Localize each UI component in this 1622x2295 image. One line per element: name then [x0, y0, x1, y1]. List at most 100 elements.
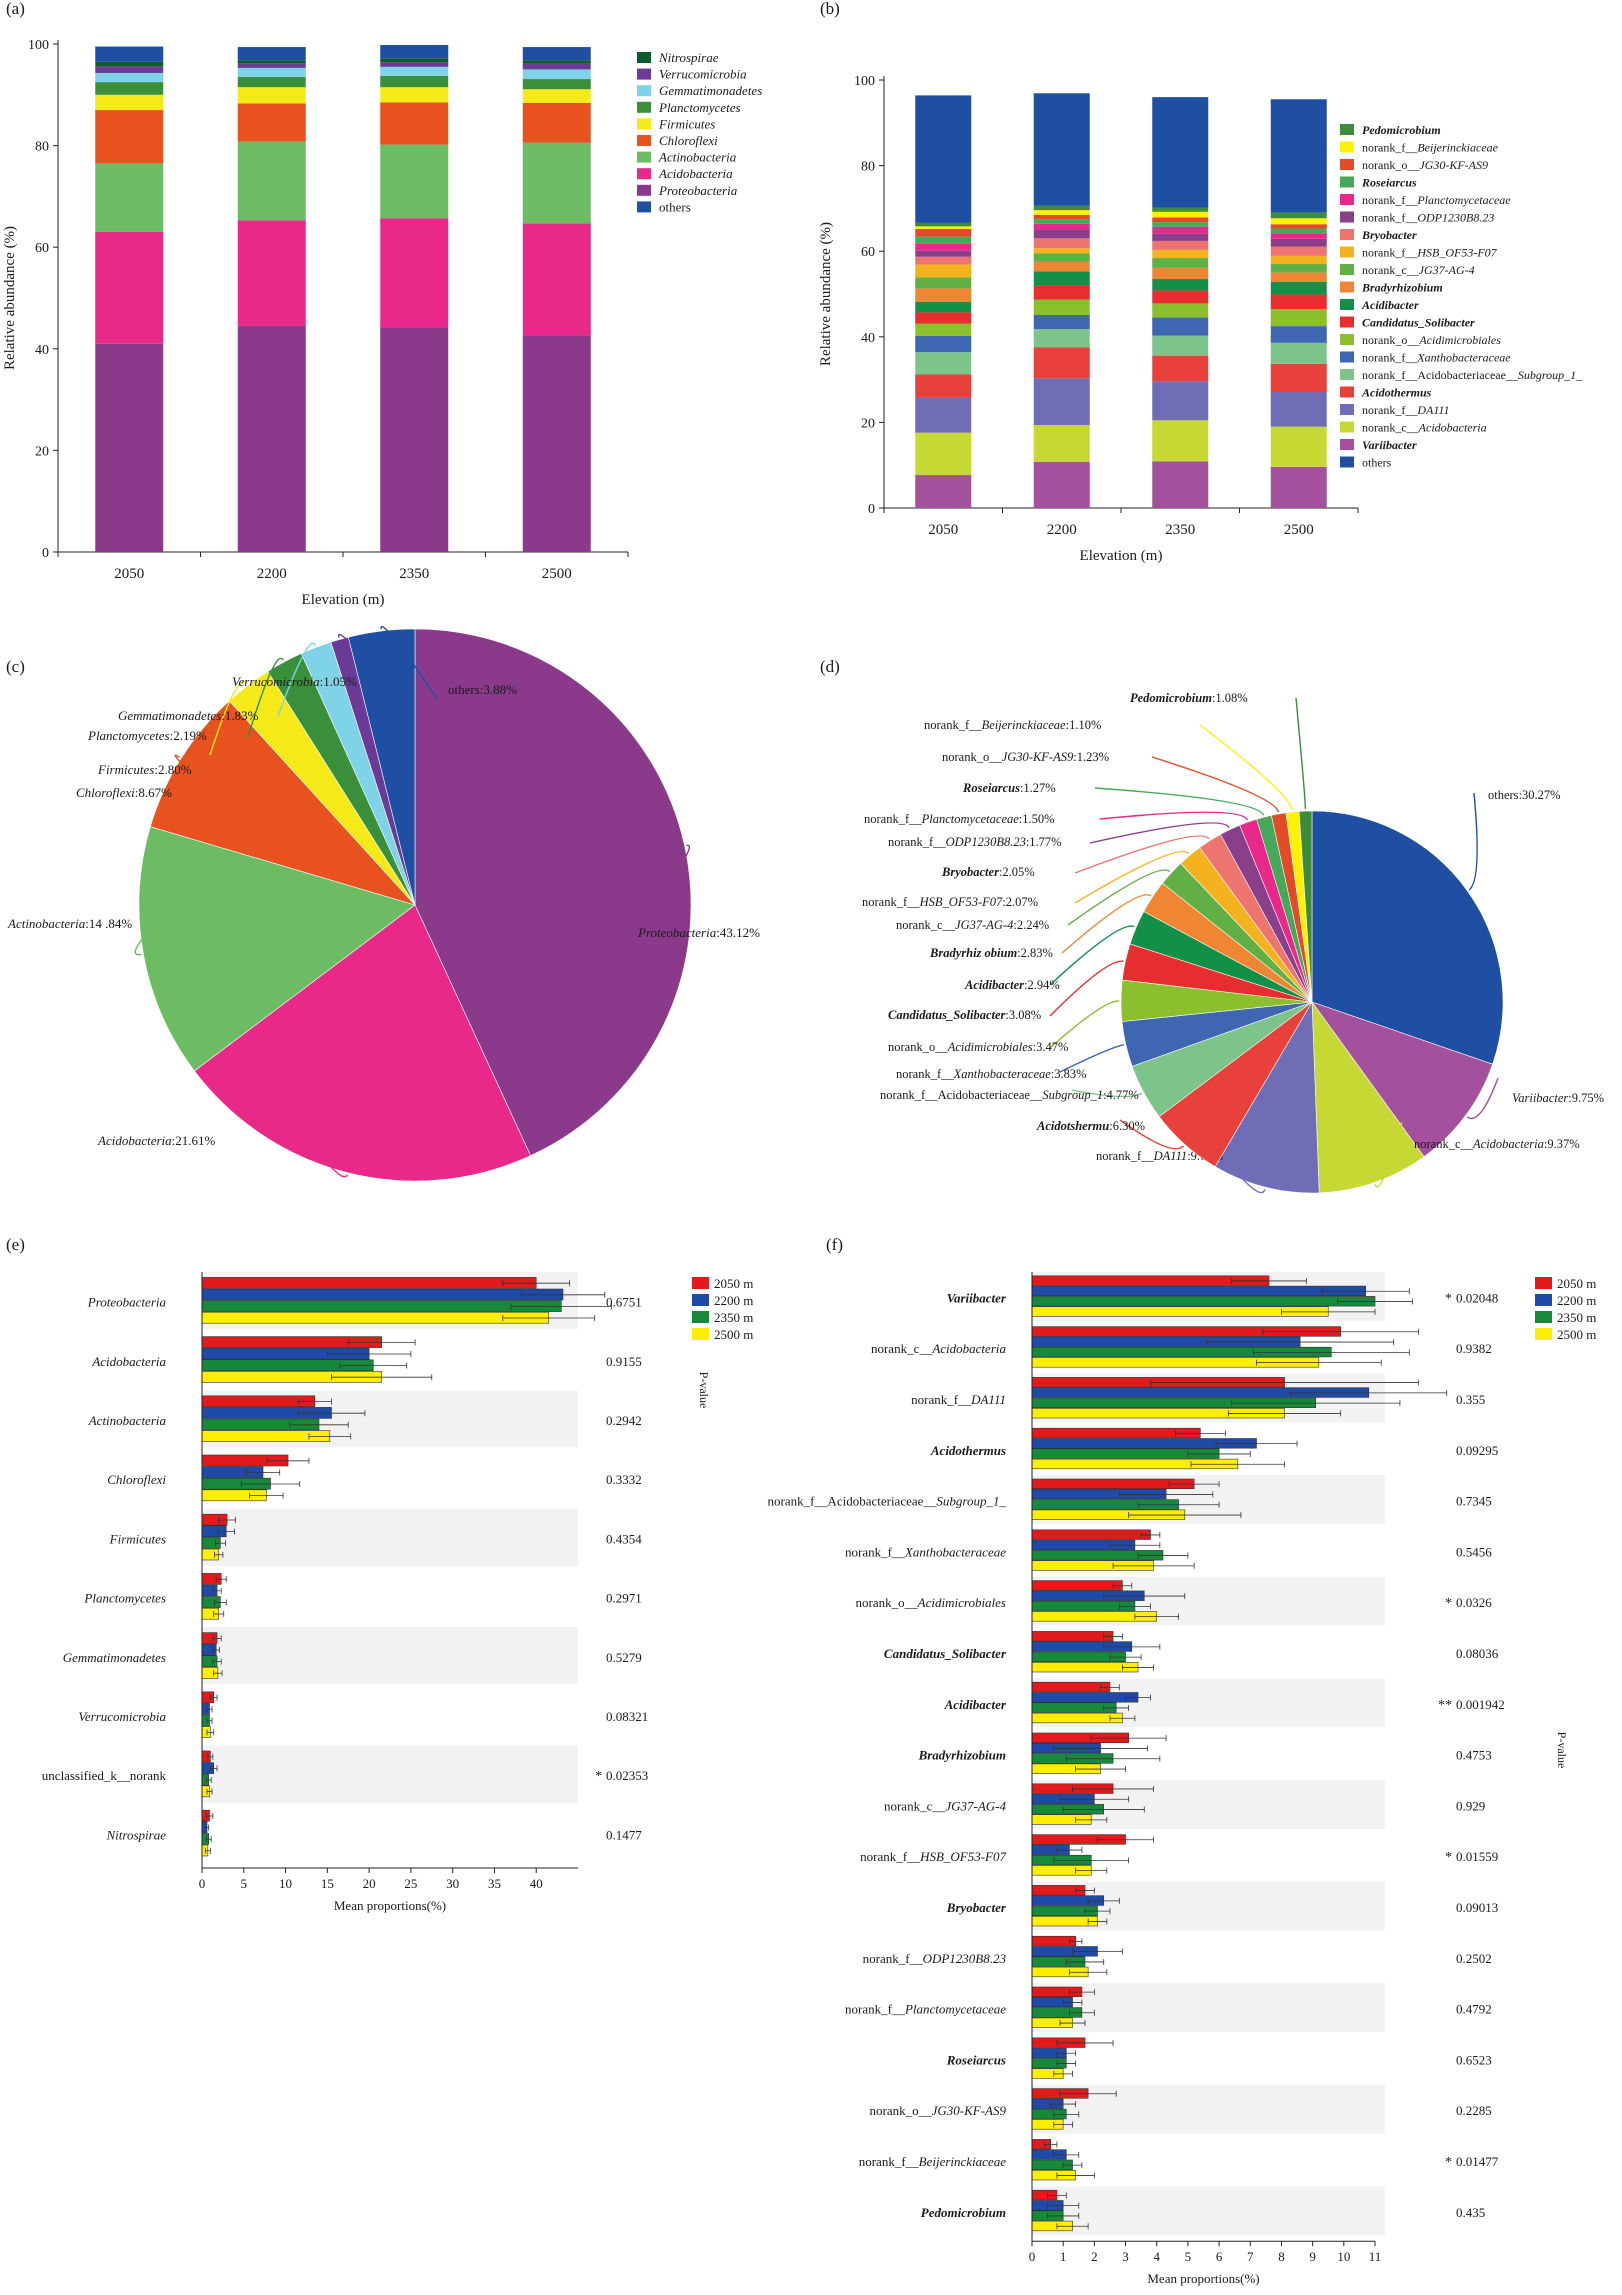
x-tick-label: 1	[1060, 2249, 1067, 2264]
legend-label: Planctomycetes	[658, 100, 741, 115]
x-axis-label: Elevation (m)	[302, 592, 385, 608]
row-label: Actinobacteria	[88, 1413, 167, 1428]
bar-segment	[95, 61, 164, 67]
row-label: unclassified_k__norank	[42, 1768, 167, 1783]
slice-label: Pedomicrobium:1.08%	[1130, 691, 1248, 705]
bar	[1031, 1296, 1376, 1307]
row-label: norank_f__HSB_OF53-F07	[860, 1849, 1006, 1864]
x-tick-label: 10	[1337, 2249, 1350, 2264]
label-prefix: norank_f__Acidobacteriaceae__	[880, 1088, 1043, 1102]
bar-segment	[1270, 294, 1327, 309]
bar-segment	[380, 58, 449, 63]
slice-label: Candidatus_Solibacter:3.08%	[888, 1008, 1041, 1022]
slice-label: Acidibacter:2.94%	[964, 978, 1060, 992]
label-taxon: ODP1230B8.23	[946, 835, 1026, 849]
p-value: 0.6523	[1456, 2052, 1492, 2067]
bar-segment	[522, 63, 591, 70]
bar	[1031, 1631, 1114, 1642]
legend-label: Firmicutes	[658, 116, 715, 131]
legend-label: Nitrospirae	[658, 50, 719, 65]
bar-segment	[1270, 426, 1327, 467]
x-tick-label: 5	[1185, 2249, 1192, 2264]
p-value: 0.9382	[1456, 1341, 1492, 1356]
bar-segment	[1152, 317, 1209, 336]
pie-slice	[1214, 1000, 1320, 1194]
significance-mark: **	[1438, 1698, 1452, 1713]
x-axis-label: Mean proportions(%)	[1147, 2271, 1259, 2286]
x-tick-label: 3	[1122, 2249, 1129, 2264]
legend-label: norank_f__Beijerinckiaceae	[1362, 141, 1499, 155]
p-value: 0.08036	[1456, 1646, 1499, 1661]
x-tick-label: 2500	[1284, 522, 1314, 538]
bar-segment	[95, 46, 164, 62]
legend-swatch	[1340, 264, 1354, 275]
pie-slice	[138, 826, 416, 1072]
bar-segment	[1152, 226, 1209, 234]
row-label: norank_f__ODP1230B8.23	[863, 1951, 1007, 1966]
x-tick-label: 2050	[114, 566, 144, 582]
bar-segment	[915, 352, 972, 375]
bar-segment	[237, 77, 306, 88]
bar-segment	[915, 335, 972, 353]
label-taxon: Actinobacteria	[7, 916, 86, 931]
label-taxon: DA111	[1416, 403, 1449, 417]
bar-segment	[915, 236, 972, 244]
x-tick-label: 2	[1091, 2249, 1098, 2264]
slice-label: Actinobacteria:14 .84%	[7, 916, 132, 931]
legend-swatch	[1340, 281, 1354, 293]
slice-label: Bryobacter:2.05%	[941, 865, 1035, 879]
p-value: 0.02353	[606, 1768, 648, 1783]
label-prefix: norank_f__	[863, 1951, 923, 1966]
bar-segment	[1033, 205, 1090, 211]
legend-label: 2350 m	[1557, 1310, 1596, 1325]
p-value: 0.09295	[1456, 1443, 1498, 1458]
bar-segment	[915, 95, 972, 223]
label-prefix: norank_f__	[1362, 351, 1418, 365]
label-taxon: others	[448, 682, 480, 697]
legend-swatch	[1340, 194, 1354, 205]
bar-segment	[1033, 253, 1090, 262]
legend-swatch	[637, 101, 651, 113]
bar	[1031, 1285, 1366, 1297]
legend-label: norank_c__Acidobacteria	[1362, 421, 1487, 435]
label-taxon: Xanthobacteraceae	[953, 1067, 1052, 1081]
label-taxon: Beijerinckiaceae	[982, 718, 1066, 732]
bar-segment	[915, 264, 972, 278]
label-prefix: norank_f__	[845, 2002, 905, 2017]
bar-segment	[237, 325, 306, 552]
legend-swatch	[1340, 229, 1354, 240]
legend-swatch	[1340, 351, 1354, 363]
x-tick-label: 30	[446, 1876, 459, 1891]
legend-label: norank_f__ODP1230B8.23	[1362, 211, 1494, 225]
bar-segment	[1033, 219, 1090, 224]
label-percent: :8.67%	[135, 785, 172, 800]
bar	[1031, 1529, 1151, 1540]
label-taxon: Acidobacteria	[97, 1133, 172, 1148]
significance-mark: *	[1445, 1850, 1452, 1865]
label-percent: :1.10%	[1066, 718, 1102, 732]
label-taxon: HSB_OF53-F07	[919, 1849, 1006, 1864]
pie-slice	[149, 700, 416, 906]
y-tick-label: 60	[861, 245, 875, 260]
legend-label: 2350 m	[714, 1310, 753, 1325]
legend-swatch	[1535, 1294, 1552, 1306]
y-tick-label: 100	[28, 38, 49, 53]
p-value: 0.6751	[606, 1295, 642, 1310]
bar-segment	[1152, 381, 1209, 421]
slice-label: Chloroflexi:8.67%	[76, 785, 172, 800]
y-axis-label: Relative abundance (%)	[2, 226, 18, 370]
label-taxon: Subgroup_1_	[936, 1494, 1006, 1509]
label-taxon: Beijerinckiaceae	[919, 2154, 1007, 2169]
label-taxon: Gemmatimonadetes	[118, 708, 221, 723]
legend-swatch	[1340, 211, 1354, 223]
legend-label: Acidothermus	[1361, 386, 1432, 400]
bar-segment	[522, 142, 591, 224]
label-taxon: Subgroup_1_	[1518, 368, 1583, 382]
slice-label: Proteobacteria:43.12%	[637, 925, 760, 940]
bar-segment	[1033, 461, 1090, 508]
label-prefix: norank_c__	[1362, 263, 1420, 277]
label-taxon: Firmicutes	[97, 762, 154, 777]
pie-slice	[1298, 810, 1313, 1003]
row-label: Pedomicrobium	[921, 2205, 1006, 2220]
